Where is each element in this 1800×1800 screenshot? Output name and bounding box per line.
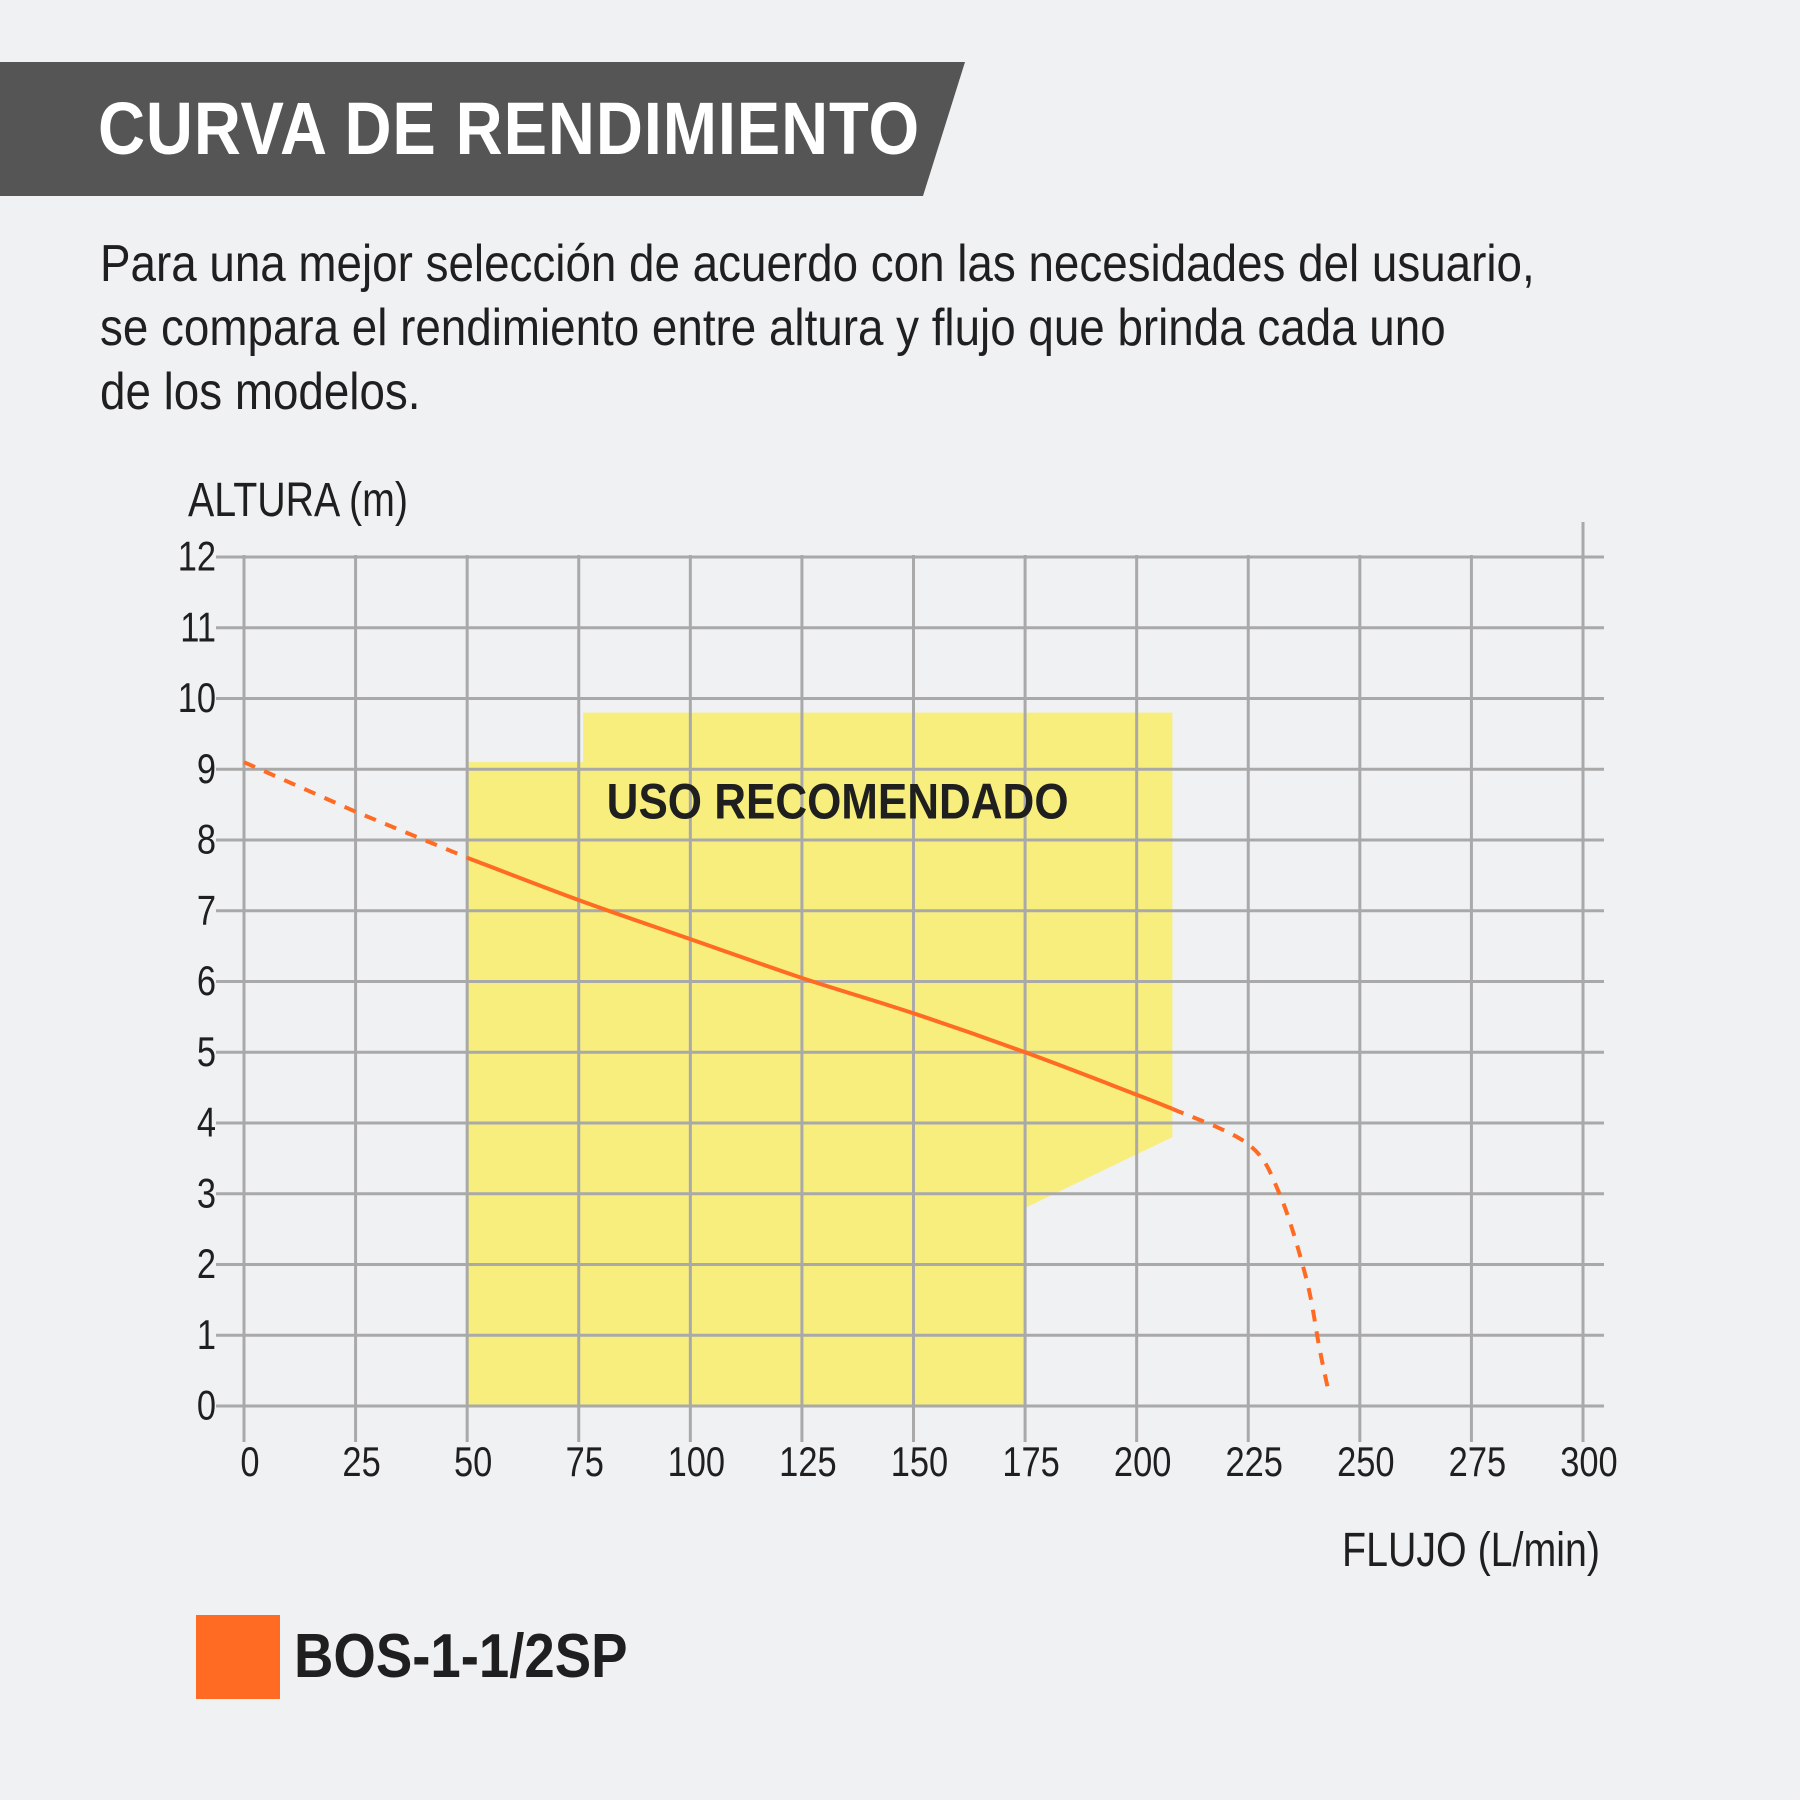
x-tick-label: 100 — [668, 1439, 725, 1486]
y-tick-label: 5 — [197, 1029, 216, 1076]
y-tick-label: 7 — [197, 887, 216, 934]
x-tick-label: 275 — [1449, 1439, 1506, 1486]
y-tick-label: 11 — [180, 604, 216, 651]
header-banner-shape — [0, 62, 965, 196]
x-tick-label: 150 — [891, 1439, 948, 1486]
y-axis-title: ALTURA (m) — [188, 473, 408, 527]
x-tick-label: 125 — [779, 1439, 836, 1486]
description-line: de los modelos. — [100, 363, 421, 421]
y-tick-label: 1 — [197, 1312, 216, 1359]
y-tick-label: 9 — [197, 746, 216, 793]
series-line-solid — [466, 855, 1174, 1111]
recommended-zone-label: USO RECOMENDADO — [607, 773, 1069, 829]
page-title: CURVA DE RENDIMIENTO — [98, 87, 921, 170]
x-tick-label: 200 — [1114, 1439, 1171, 1486]
description-line: Para una mejor selección de acuerdo con … — [100, 235, 1535, 293]
x-tick-label: 300 — [1560, 1439, 1617, 1486]
x-tick-label: 250 — [1337, 1439, 1394, 1486]
x-tick-label: 50 — [454, 1439, 492, 1486]
series-line-dashed-end — [1171, 1106, 1331, 1393]
x-axis-title: FLUJO (L/min) — [1342, 1523, 1600, 1577]
recommended-zone — [467, 712, 1173, 1406]
y-tick-label: 10 — [178, 675, 216, 722]
x-tick-label: 75 — [566, 1439, 604, 1486]
y-tick-label: 0 — [197, 1382, 216, 1429]
description: Para una mejor selección de acuerdo con … — [100, 232, 1543, 424]
x-tick-label: 225 — [1226, 1439, 1283, 1486]
y-tick-label: 12 — [178, 533, 216, 580]
header-banner: CURVA DE RENDIMIENTO — [0, 62, 965, 196]
y-tick-label: 4 — [197, 1099, 216, 1146]
y-tick-label: 2 — [197, 1241, 216, 1288]
series-line-dashed-start — [243, 760, 468, 860]
legend-swatch — [196, 1615, 280, 1699]
x-tick-label: 0 — [240, 1439, 259, 1486]
x-tick-label: 25 — [342, 1439, 380, 1486]
description-line: se compara el rendimiento entre altura y… — [100, 299, 1446, 357]
legend-label: BOS-1-1/2SP — [294, 1622, 628, 1691]
y-tick-label: 6 — [197, 958, 216, 1005]
y-tick-label: 3 — [197, 1170, 216, 1217]
x-tick-label: 175 — [1002, 1439, 1059, 1486]
y-tick-label: 8 — [197, 816, 216, 863]
